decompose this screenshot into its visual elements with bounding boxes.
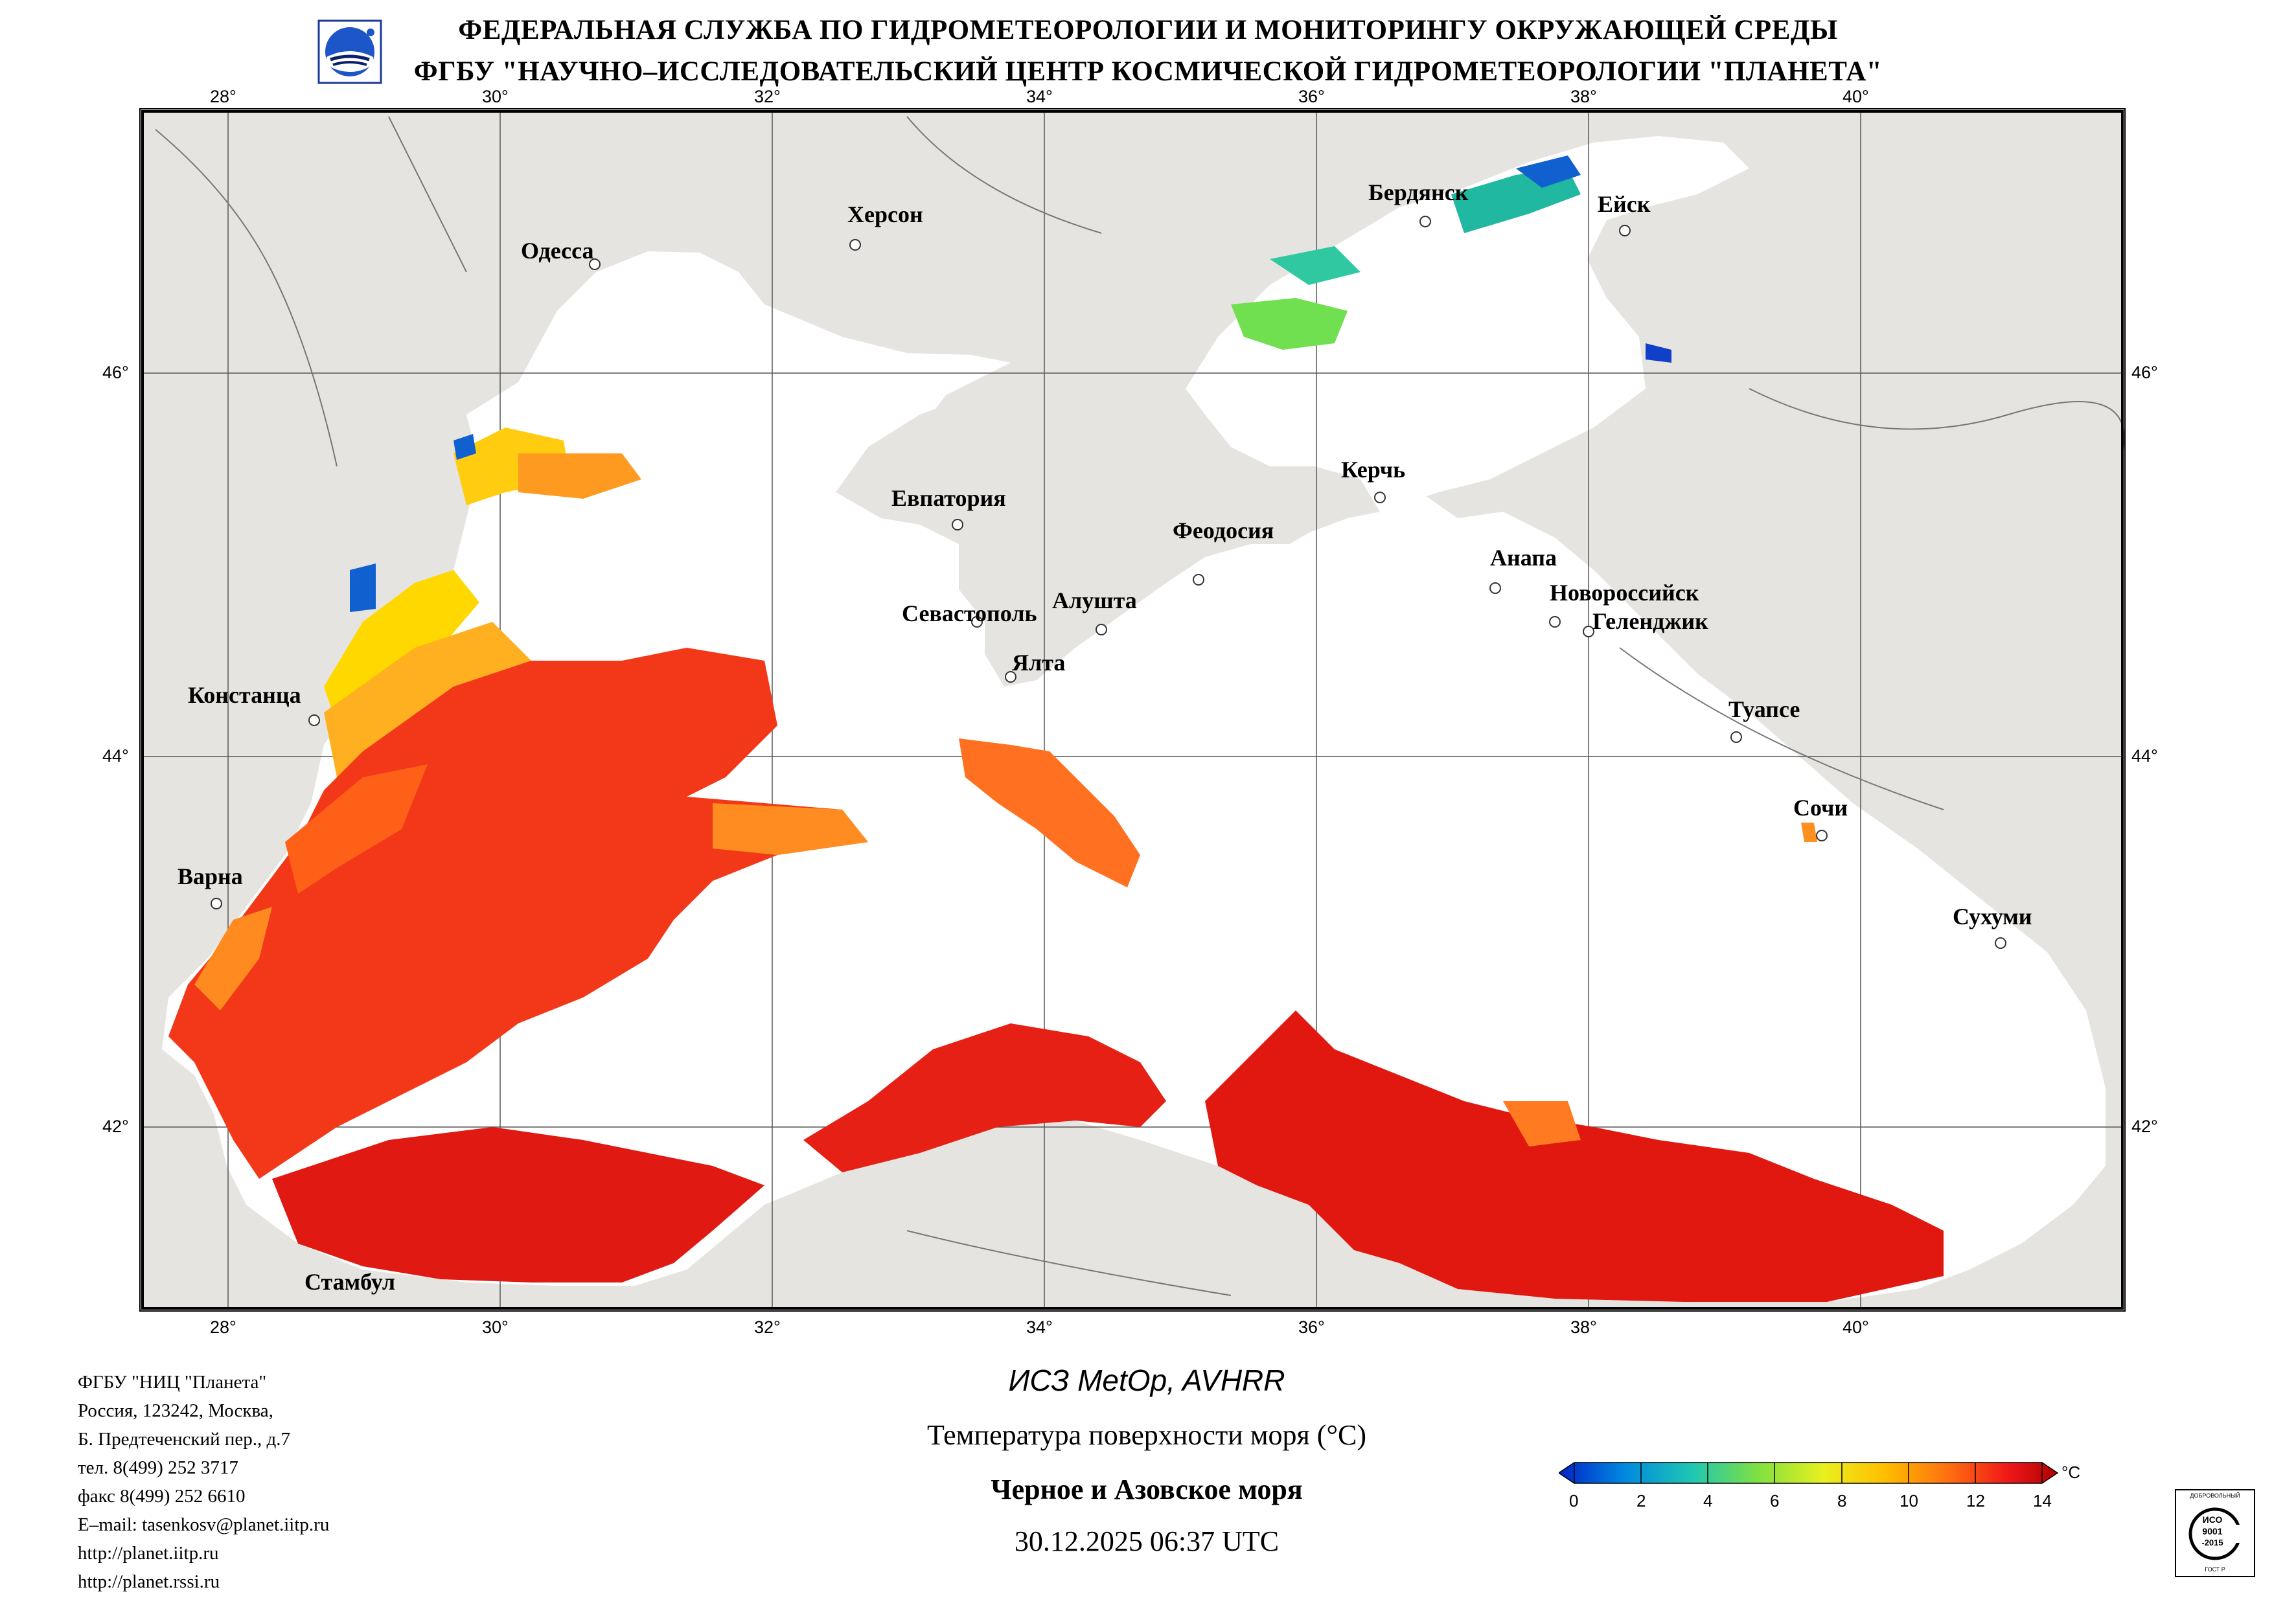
lat-label-left-46: 46° bbox=[102, 363, 129, 382]
lat-label-right-42: 42° bbox=[2131, 1117, 2158, 1136]
lat-label-left-42: 42° bbox=[102, 1117, 129, 1136]
map-frame bbox=[141, 110, 2124, 1310]
iso-text: ИСО bbox=[2202, 1514, 2223, 1525]
lat-label-right-44: 44° bbox=[2131, 746, 2158, 766]
caption-datetime: 30.12.2025 06:37 UTC bbox=[1014, 1525, 1280, 1557]
city-label-yeysk: Ейск bbox=[1598, 191, 1651, 217]
address-block: ФГБУ "НИЦ "Планета" Россия, 123242, Моск… bbox=[78, 1368, 329, 1596]
city-label-tuapse: Туапсе bbox=[1728, 696, 1800, 722]
header-line-1: ФЕДЕРАЛЬНАЯ СЛУЖБА ПО ГИДРОМЕТЕОРОЛОГИИ … bbox=[458, 15, 1838, 45]
address-link[interactable]: http://planet.iitp.ru bbox=[78, 1543, 219, 1564]
lon-label-top-28: 28° bbox=[210, 87, 236, 106]
lon-label-bottom-34: 34° bbox=[1026, 1317, 1053, 1337]
colorbar bbox=[1559, 1462, 2059, 1484]
city-label-berdyansk: Бердянск bbox=[1368, 179, 1469, 205]
city-label-kerch: Керчь bbox=[1341, 457, 1406, 483]
colorbar-tick: 14 bbox=[2033, 1491, 2052, 1510]
city-label-feodosia: Феодосия bbox=[1173, 518, 1274, 543]
lon-label-top-32: 32° bbox=[754, 87, 781, 106]
azov-sea bbox=[1186, 136, 1749, 512]
city-label-anapa: Анапа bbox=[1490, 545, 1557, 571]
lon-label-top-30: 30° bbox=[482, 87, 509, 106]
caption-parameter: Температура поверхности моря (°C) bbox=[926, 1419, 1367, 1451]
city-label-alushta: Алушта bbox=[1052, 587, 1137, 613]
lon-label-top-34: 34° bbox=[1026, 87, 1053, 106]
graticule bbox=[143, 111, 2122, 1308]
colorbar-tick: 8 bbox=[1837, 1491, 1847, 1510]
sea-temperature-map bbox=[139, 108, 2126, 1312]
city-label-novorossiysk: Новороссийск bbox=[1550, 580, 1699, 606]
address-email[interactable]: E–mail: tasenkosv@planet.iitp.ru bbox=[78, 1514, 330, 1535]
city-label-yalta: Ялта bbox=[1012, 650, 1066, 676]
lon-label-bottom-30: 30° bbox=[482, 1317, 509, 1337]
iso-top-text: ДОБРОВОЛЬНЫЙ bbox=[2190, 1492, 2240, 1499]
city-label-evpatoria: Евпатория bbox=[891, 485, 1006, 511]
address-line: ФГБУ "НИЦ "Планета" bbox=[78, 1372, 267, 1393]
header-line-2: ФГБУ "НАУЧНО–ИССЛЕДОВАТЕЛЬСКИЙ ЦЕНТР КОС… bbox=[413, 56, 1883, 87]
address-link[interactable]: http://planet.rssi.ru bbox=[78, 1571, 220, 1592]
city-label-varna: Варна bbox=[178, 863, 243, 889]
borders bbox=[155, 116, 2125, 1296]
planeta-logo bbox=[317, 19, 382, 84]
lon-label-bottom-38: 38° bbox=[1570, 1317, 1597, 1337]
colorbar-tick: 4 bbox=[1703, 1491, 1713, 1510]
city-label-constanta: Констанца bbox=[188, 682, 301, 708]
city-label-sevastopol: Севастополь bbox=[902, 600, 1037, 626]
address-line: факс 8(499) 252 6610 bbox=[78, 1486, 246, 1507]
colorbar-tick: 6 bbox=[1770, 1491, 1780, 1510]
lat-label-left-44: 44° bbox=[102, 746, 129, 766]
city-dots bbox=[211, 216, 2006, 949]
lon-label-top-36: 36° bbox=[1298, 87, 1325, 106]
colorbar-tick: 2 bbox=[1636, 1491, 1646, 1510]
lon-label-top-38: 38° bbox=[1570, 87, 1597, 106]
city-label-odessa: Одесса bbox=[521, 238, 594, 264]
city-label-gelendzhik: Геленджик bbox=[1592, 608, 1708, 634]
lon-label-bottom-36: 36° bbox=[1298, 1317, 1325, 1337]
colorbar-tick: 12 bbox=[1966, 1491, 1985, 1510]
iso-year: -2015 bbox=[2201, 1538, 2223, 1547]
colorbar-tick: 10 bbox=[1900, 1491, 1918, 1510]
colorbar-unit: °C bbox=[2061, 1463, 2081, 1482]
city-label-sukhumi: Сухуми bbox=[1953, 904, 2032, 929]
lon-label-bottom-32: 32° bbox=[754, 1317, 781, 1337]
city-label-istanbul: Стамбул bbox=[304, 1269, 396, 1295]
city-label-sochi: Сочи bbox=[1793, 795, 1848, 821]
iso-number: 9001 bbox=[2202, 1526, 2223, 1536]
iso-certificate-badge bbox=[2174, 1488, 2256, 1578]
sst-field bbox=[168, 155, 1944, 1302]
lon-label-top-40: 40° bbox=[1843, 87, 1869, 106]
lon-label-bottom-28: 28° bbox=[210, 1317, 236, 1337]
colorbar-tick: 0 bbox=[1569, 1491, 1579, 1510]
black-sea-basin bbox=[162, 251, 2106, 1302]
city-label-kherson: Херсон bbox=[847, 201, 923, 227]
address-line: Б. Предтеченский пер., д.7 bbox=[78, 1429, 291, 1450]
address-line: Россия, 123242, Москва, bbox=[78, 1400, 273, 1421]
lon-label-bottom-40: 40° bbox=[1843, 1317, 1869, 1337]
caption-region: Черное и Азовское моря bbox=[991, 1474, 1303, 1505]
lat-label-right-46: 46° bbox=[2131, 363, 2158, 382]
address-line: тел. 8(499) 252 3717 bbox=[78, 1457, 238, 1478]
caption-satellite: ИСЗ MetOp, AVHRR bbox=[1008, 1363, 1285, 1397]
iso-bottom-text: ГОСТ Р bbox=[2205, 1566, 2225, 1573]
